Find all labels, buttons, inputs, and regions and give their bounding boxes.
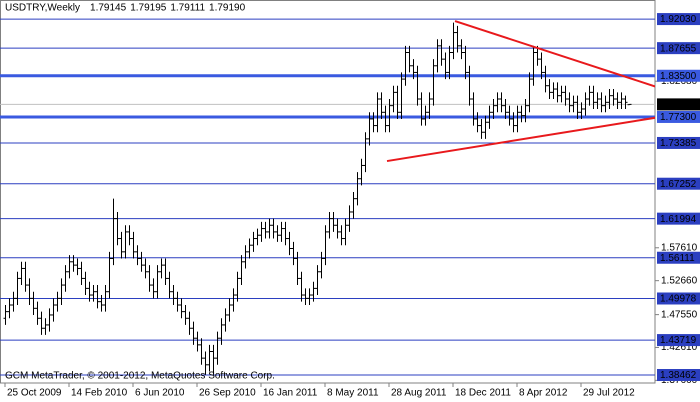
plot-frame — [0, 0, 656, 384]
quote-value: 1.79145 — [90, 3, 127, 14]
level-label: 1.61994 — [660, 214, 697, 225]
level-label: 1.56111 — [660, 253, 695, 264]
level-box — [657, 110, 700, 123]
x-tick-label: 18 Dec 2011 — [455, 388, 511, 399]
level-label: 1.38462 — [660, 370, 697, 381]
y-tick-label: 1.47550 — [661, 309, 698, 320]
level-label: 1.67252 — [660, 179, 697, 190]
level-label: 1.87655 — [660, 43, 697, 54]
plot-area — [0, 18, 655, 376]
price-label: 1.79190 — [660, 100, 697, 111]
x-tick-label: 8 May 2011 — [327, 388, 379, 399]
y-tick-label: 1.42610 — [661, 342, 698, 353]
x-tick-label: 8 Apr 2012 — [519, 388, 568, 399]
level-box — [657, 369, 700, 382]
price-box — [657, 98, 700, 111]
x-tick-label: 6 Jun 2010 — [135, 388, 185, 399]
x-tick-label: 26 Sep 2010 — [199, 388, 256, 399]
copyright: GCM MetaTrader, © 2001-2012, MetaQuotes … — [5, 371, 275, 382]
level-label: 1.92030 — [660, 14, 697, 25]
level-label: 1.83500 — [660, 71, 697, 82]
x-tick-label: 16 Jan 2011 — [263, 388, 318, 399]
y-tick-label: 1.57610 — [661, 242, 698, 253]
level-box — [657, 212, 700, 225]
level-box — [657, 334, 700, 347]
x-tick-label: 29 Jul 2012 — [583, 388, 635, 399]
quote-value: 1.79190 — [209, 3, 246, 14]
level-box — [657, 136, 700, 149]
y-tick-label: 1.52660 — [661, 275, 698, 286]
trendline — [386, 116, 655, 163]
quote-value: 1.79195 — [130, 3, 167, 14]
level-label: 1.73385 — [660, 138, 697, 149]
level-label: 1.43719 — [660, 335, 697, 346]
level-box — [657, 13, 700, 26]
level-box — [657, 42, 700, 55]
level-box — [657, 177, 700, 190]
axes: 1.826801.576101.526601.475501.426101.376… — [4, 13, 700, 399]
level-label: 1.77300 — [660, 112, 697, 123]
level-box — [657, 251, 700, 264]
x-tick-label: 28 Aug 2011 — [391, 388, 447, 399]
x-tick-label: 14 Feb 2010 — [71, 388, 128, 399]
level-label: 1.49978 — [660, 294, 697, 305]
level-box — [657, 292, 700, 305]
x-tick-label: 25 Oct 2009 — [7, 388, 62, 399]
level-box — [657, 69, 700, 82]
chart-title: USDTRY,Weekly — [5, 3, 80, 14]
trendline — [454, 20, 655, 88]
quote-value: 1.79111 — [170, 3, 205, 14]
